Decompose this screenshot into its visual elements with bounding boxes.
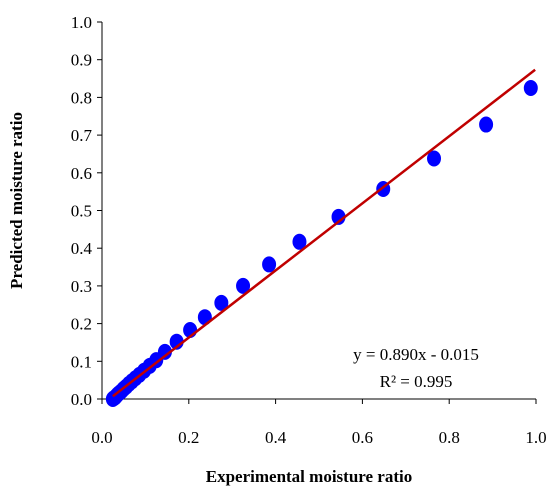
data-point <box>214 294 229 311</box>
x-tick-label: 0.2 <box>178 428 199 447</box>
trendline-r-squared: R² = 0.995 <box>380 372 453 391</box>
data-point <box>523 79 538 96</box>
y-tick-label: 1.0 <box>71 13 92 32</box>
data-point <box>157 343 172 360</box>
y-tick-label: 0.2 <box>71 315 92 334</box>
trendline <box>112 68 536 398</box>
trendline-equation: y = 0.890x - 0.015 <box>353 345 479 364</box>
y-tick-label: 0.1 <box>71 352 92 371</box>
y-tick-label: 0.4 <box>71 239 93 258</box>
axes <box>101 22 536 400</box>
data-point <box>427 150 442 167</box>
y-tick-label: 0.5 <box>71 202 92 221</box>
y-tick-label: 0.8 <box>71 88 92 107</box>
y-tick-label: 0.9 <box>71 51 92 70</box>
data-point <box>331 208 346 225</box>
x-axis-ticks: 0.0 0.2 0.4 0.6 0.8 1.0 <box>91 399 547 447</box>
y-tick-label: 0.7 <box>71 126 93 145</box>
data-point <box>236 277 251 294</box>
y-axis-ticks: 0.0 0.1 0.2 0.3 0.4 0.5 0.6 0.7 0.8 0.9 1.0 <box>71 13 102 409</box>
x-tick-label: 0.8 <box>439 428 460 447</box>
x-tick-label: 0.4 <box>265 428 287 447</box>
data-point <box>479 116 494 133</box>
y-tick-label: 0.6 <box>71 164 92 183</box>
y-tick-label: 0.0 <box>71 390 92 409</box>
y-tick-label: 0.3 <box>71 277 92 296</box>
x-axis-title: Experimental moisture ratio <box>206 467 412 486</box>
x-tick-label: 0.0 <box>91 428 112 447</box>
x-tick-label: 0.6 <box>352 428 373 447</box>
data-point <box>292 233 307 250</box>
data-point <box>262 256 277 273</box>
x-tick-label: 1.0 <box>525 428 546 447</box>
y-axis-title: Predicted moisture ratio <box>7 112 26 289</box>
